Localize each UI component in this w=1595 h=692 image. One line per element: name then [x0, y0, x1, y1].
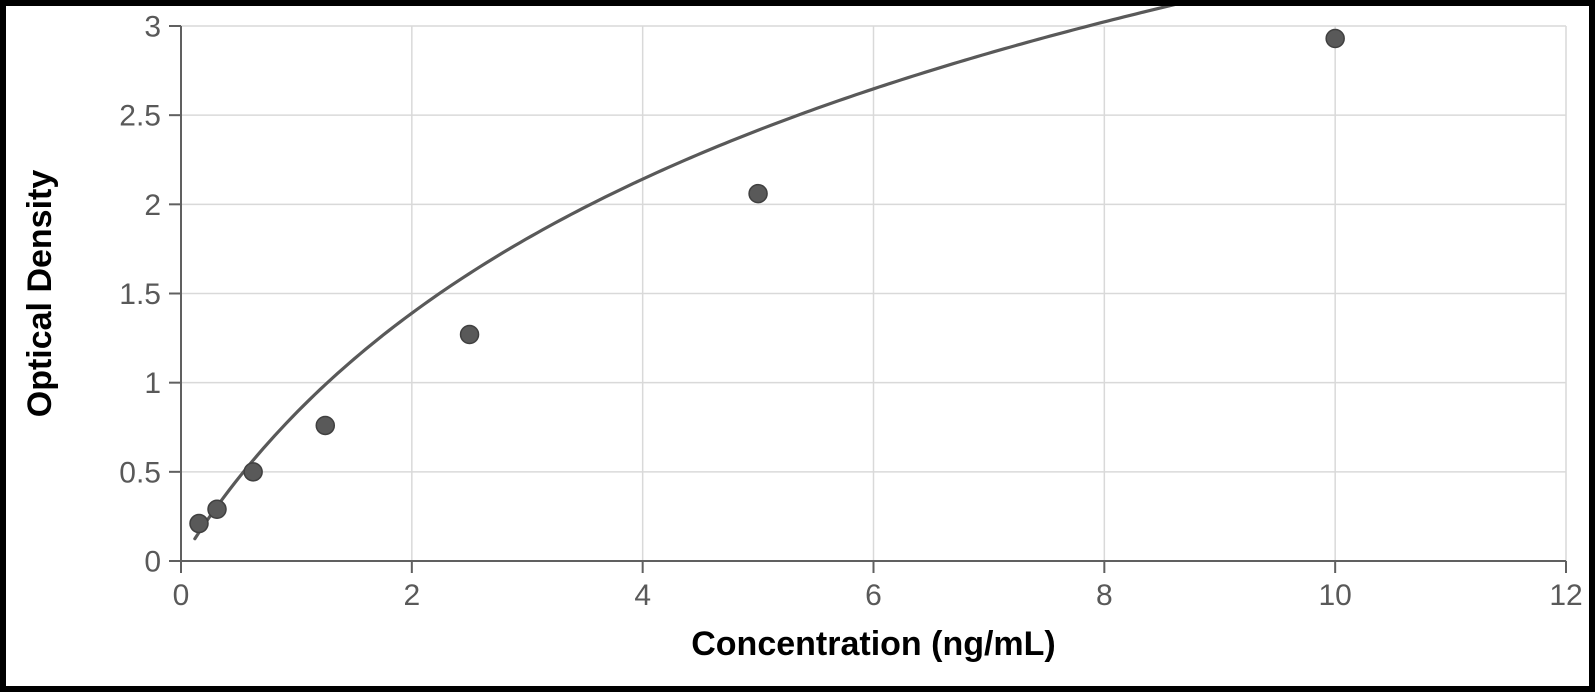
- y-tick-label: 0.5: [119, 456, 161, 489]
- data-point: [190, 515, 208, 533]
- data-point: [316, 416, 334, 434]
- chart-frame: 0 2 4 6 8 10 12 0 0.5 1 1.5 2 2.5 3 Concentration (n…: [0, 0, 1595, 692]
- y-tick-label: 3: [144, 11, 161, 44]
- y-tick-label: 1.5: [119, 278, 161, 311]
- data-point: [749, 185, 767, 203]
- points-layer: [190, 29, 1344, 532]
- data-point: [461, 326, 479, 344]
- x-axis-title: Concentration (ng/mL): [691, 625, 1056, 663]
- y-ticks: 0 0.5 1 1.5 2 2.5 3: [119, 11, 181, 579]
- fit-curve: [195, 6, 1335, 539]
- y-tick-label: 2.5: [119, 100, 161, 133]
- chart-canvas: 0 2 4 6 8 10 12 0 0.5 1 1.5 2 2.5 3 Concentration (n…: [6, 6, 1589, 686]
- x-tick-label: 0: [173, 579, 190, 612]
- y-tick-label: 1: [144, 367, 161, 400]
- y-tick-label: 2: [144, 189, 161, 222]
- data-point: [208, 500, 226, 518]
- x-tick-label: 12: [1549, 579, 1582, 612]
- x-tick-label: 6: [865, 579, 882, 612]
- x-tick-label: 8: [1096, 579, 1113, 612]
- x-tick-label: 4: [634, 579, 651, 612]
- x-tick-label: 10: [1318, 579, 1351, 612]
- x-ticks: 0 2 4 6 8 10 12: [173, 561, 1583, 612]
- data-point: [1326, 29, 1344, 47]
- curve-layer: [195, 6, 1335, 539]
- x-tick-label: 2: [403, 579, 420, 612]
- y-tick-label: 0: [144, 546, 161, 579]
- data-point: [244, 463, 262, 481]
- y-axis-title: Optical Density: [21, 170, 59, 418]
- grid-layer: [181, 26, 1566, 561]
